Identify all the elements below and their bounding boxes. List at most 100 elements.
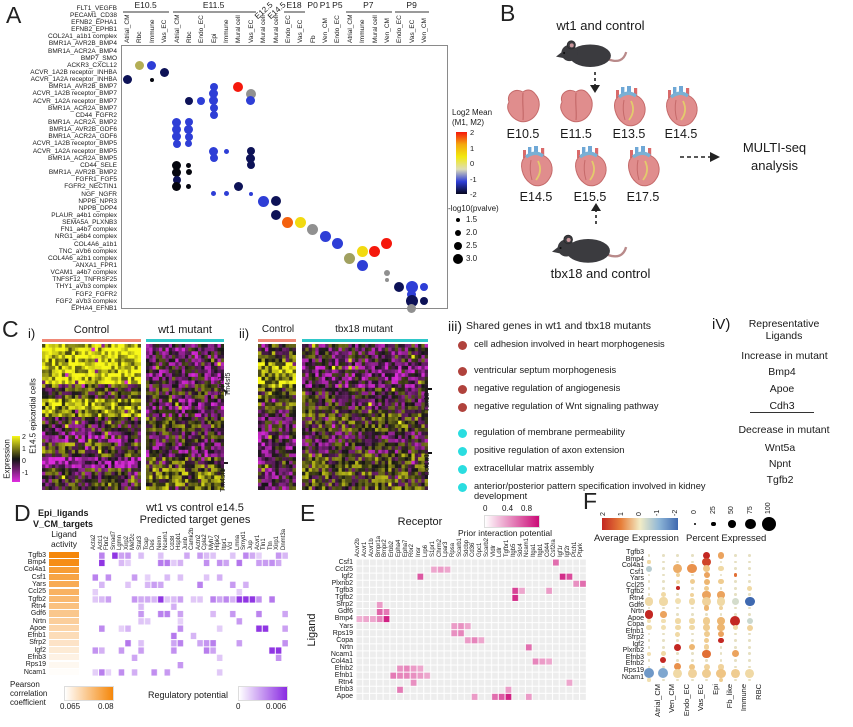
stage-label: E10.5 bbox=[134, 0, 157, 10]
dotplot-dot bbox=[246, 161, 255, 170]
d-activity-cell bbox=[49, 654, 79, 661]
decrease-ligand: Npnt bbox=[768, 458, 792, 470]
f-dot bbox=[643, 668, 655, 679]
go-term-text: regulation of membrane permeability bbox=[474, 427, 625, 437]
f-dot bbox=[674, 598, 681, 605]
dotplot-dot bbox=[209, 96, 219, 106]
f-dot bbox=[734, 678, 737, 682]
dotplot-dot bbox=[246, 153, 256, 163]
ci-control-bar bbox=[42, 339, 141, 342]
gene-pair-label: CD44_SELE bbox=[80, 161, 117, 169]
pvalue-dot bbox=[455, 230, 461, 236]
f-dot bbox=[719, 658, 723, 662]
f-dot bbox=[662, 665, 665, 669]
e-receptor-label: Ptprk bbox=[578, 542, 585, 557]
d-target-gene-label: Des bbox=[150, 539, 157, 550]
f-dot bbox=[690, 658, 694, 662]
f-celltype-label: Immune bbox=[739, 684, 749, 712]
f-dot bbox=[734, 586, 737, 590]
dotplot-dot bbox=[159, 67, 169, 77]
dotplot-frame bbox=[121, 45, 448, 309]
e-ligand-label: Efnb1 bbox=[334, 672, 353, 680]
expression-tick: 1 bbox=[22, 446, 26, 453]
f-dot bbox=[703, 565, 711, 573]
d-title-line2: Predicted target genes bbox=[139, 514, 251, 526]
dotplot-dot bbox=[223, 148, 229, 154]
dotplot-dot bbox=[172, 125, 181, 135]
pearson-legend-line3: coefficient bbox=[10, 698, 46, 707]
avg-expression-tick: -1 bbox=[654, 509, 661, 516]
percent-tick: 25 bbox=[709, 506, 717, 514]
prior-interaction-label: Prior interaction potential bbox=[458, 528, 553, 538]
f-dot bbox=[702, 649, 711, 658]
d-ligand-label: Csf1 bbox=[31, 573, 46, 581]
gene-pair-label: ACVR_1A2A receptor_INHBA bbox=[30, 76, 117, 84]
f-dot bbox=[748, 606, 752, 610]
gene-pair-label: COL2A1_a1b1 complex bbox=[47, 33, 117, 41]
f-dot bbox=[719, 586, 723, 590]
d-ligand-label: Nrtn bbox=[32, 617, 46, 625]
go-term-text: positive regulation of axon extension bbox=[474, 445, 625, 455]
arrow-down-icon bbox=[590, 72, 600, 93]
f-dot bbox=[662, 554, 665, 557]
dotplot-dot bbox=[172, 167, 181, 177]
ci-ylabel: E14.5 epicardial cells bbox=[28, 378, 38, 454]
cii-control-title: Control bbox=[261, 324, 295, 335]
column-label: Epi bbox=[210, 33, 218, 43]
embryonic-heart-icon bbox=[503, 86, 543, 126]
stage-label: P5 bbox=[332, 0, 343, 10]
f-dot bbox=[647, 678, 651, 682]
f-celltype-label: Vas_EC bbox=[696, 684, 706, 711]
gene-pair-label: BMR1A_ACR2A_BMP4 bbox=[48, 47, 117, 55]
cii-gene-label: Tbx18 bbox=[424, 392, 431, 412]
cii-gene-label: Col1a1 bbox=[424, 453, 431, 476]
gene-pair-label: THY1_aVb3 complex bbox=[55, 283, 117, 291]
f-dot bbox=[659, 597, 668, 606]
f-dot bbox=[662, 586, 665, 590]
f-dot bbox=[646, 651, 652, 656]
f-dot bbox=[703, 605, 710, 611]
e-ligand-label: Efnb2 bbox=[334, 664, 353, 672]
log2mean-colorbar bbox=[456, 132, 467, 194]
log2mean-tick: -2 bbox=[470, 190, 477, 199]
d-ligand-label: Igf2 bbox=[34, 646, 46, 654]
gene-pair-label: BMR1A_ACR2A_BMP2 bbox=[48, 119, 117, 126]
d-activity-cell bbox=[49, 661, 79, 668]
dotplot-dot bbox=[172, 175, 181, 184]
f-dot bbox=[748, 652, 752, 656]
f-dot bbox=[731, 650, 739, 658]
dotplot-dot bbox=[233, 81, 244, 92]
f-dot bbox=[748, 580, 752, 584]
dotplot-dot bbox=[209, 89, 219, 99]
f-gene-label: Igf2 bbox=[632, 640, 644, 648]
percent-dot bbox=[745, 518, 756, 530]
f-dot bbox=[662, 567, 665, 570]
dotplot-dot bbox=[344, 252, 356, 264]
gene-pair-label: PECAM1_CD38 bbox=[70, 11, 117, 19]
dotplot-dot bbox=[184, 118, 193, 127]
f-dot bbox=[748, 678, 752, 682]
column-label: Ven_CM bbox=[383, 18, 391, 43]
column-label: Endo_EC bbox=[198, 15, 206, 43]
gene-pair-label: EFNB2_EPHA1 bbox=[71, 18, 117, 26]
e-ligand-label: Copa bbox=[336, 636, 353, 644]
gene-pair-label: ANXA1_FPR1 bbox=[75, 262, 117, 269]
dotplot-dot bbox=[270, 210, 281, 221]
gene-pair-label: FGFR1_FGF5 bbox=[75, 176, 117, 184]
percent-dot bbox=[711, 521, 716, 527]
gene-pair-label: BMP7_SMO bbox=[80, 54, 117, 62]
d-ligand-label: Ccl25 bbox=[28, 588, 46, 596]
f-dot bbox=[746, 617, 754, 625]
f-gene-label: Sfrp2 bbox=[627, 634, 644, 642]
gene-pair-label: BMR1A_ACR2A_GDF6 bbox=[48, 133, 117, 141]
dotplot-dot bbox=[307, 224, 319, 236]
f-dot bbox=[748, 665, 752, 669]
column-label: Immune bbox=[223, 19, 230, 43]
pvalue-dot bbox=[453, 254, 463, 264]
dotplot-dot bbox=[185, 140, 193, 148]
stage-label: E18 bbox=[286, 0, 302, 10]
f-dot bbox=[660, 611, 667, 618]
log2mean-tick: 2 bbox=[470, 128, 475, 137]
gene-pair-label: ACVR_1A2A receptor_BMP7 bbox=[32, 97, 117, 105]
f-dot bbox=[734, 560, 737, 564]
